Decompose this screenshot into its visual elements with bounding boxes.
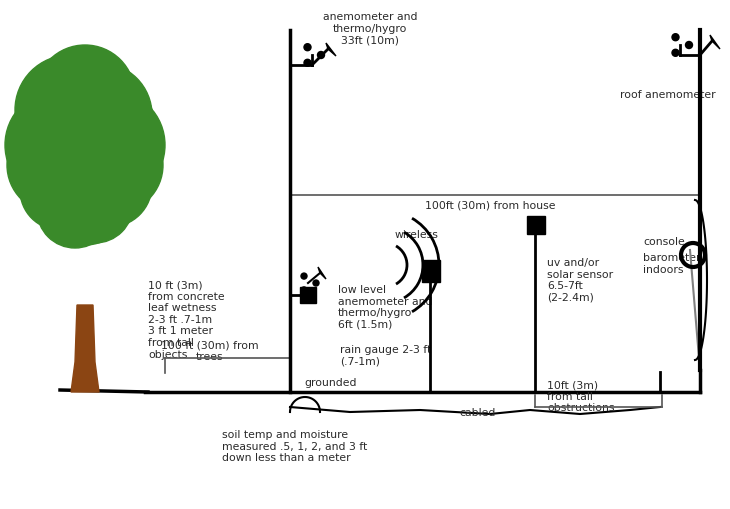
Circle shape bbox=[20, 150, 100, 230]
Polygon shape bbox=[710, 35, 720, 49]
Circle shape bbox=[304, 59, 311, 66]
Text: 10ft (3m)
from tall
obstructions: 10ft (3m) from tall obstructions bbox=[547, 380, 615, 413]
Circle shape bbox=[60, 85, 150, 175]
Circle shape bbox=[15, 55, 125, 165]
Text: cabled: cabled bbox=[460, 408, 496, 418]
Text: soil temp and moisture
measured .5, 1, 2, and 3 ft
down less than a meter: soil temp and moisture measured .5, 1, 2… bbox=[222, 430, 367, 463]
Circle shape bbox=[15, 60, 155, 200]
Circle shape bbox=[5, 90, 115, 200]
Circle shape bbox=[38, 128, 142, 232]
Circle shape bbox=[304, 44, 311, 51]
Circle shape bbox=[685, 42, 693, 48]
Polygon shape bbox=[318, 267, 326, 279]
Text: low level
anemometer and
thermo/hygro
6ft (1.5m): low level anemometer and thermo/hygro 6f… bbox=[338, 285, 432, 330]
Circle shape bbox=[10, 95, 140, 225]
Text: uv and/or
solar sensor
6.5-7ft
(2-2.4m): uv and/or solar sensor 6.5-7ft (2-2.4m) bbox=[547, 258, 613, 303]
Circle shape bbox=[55, 90, 165, 200]
Circle shape bbox=[318, 51, 325, 59]
Text: barometer
indoors: barometer indoors bbox=[643, 253, 701, 274]
Circle shape bbox=[37, 172, 113, 248]
Polygon shape bbox=[326, 43, 336, 56]
Circle shape bbox=[40, 155, 130, 245]
Circle shape bbox=[48, 63, 152, 167]
Text: grounded: grounded bbox=[304, 378, 356, 388]
Text: wireless: wireless bbox=[395, 230, 439, 240]
Circle shape bbox=[672, 34, 679, 41]
Circle shape bbox=[67, 117, 163, 213]
Circle shape bbox=[35, 45, 135, 145]
Circle shape bbox=[68, 143, 152, 227]
Circle shape bbox=[35, 95, 155, 215]
Bar bbox=[527, 216, 545, 234]
Circle shape bbox=[301, 273, 307, 279]
Text: roof anemometer: roof anemometer bbox=[620, 90, 715, 100]
Circle shape bbox=[7, 117, 103, 213]
Text: console: console bbox=[643, 237, 685, 247]
Text: 100ft (30m) from house: 100ft (30m) from house bbox=[425, 200, 556, 210]
Text: 10 ft (3m)
from concrete
leaf wetness
2-3 ft .7-1m
3 ft 1 meter
from tall
object: 10 ft (3m) from concrete leaf wetness 2-… bbox=[148, 280, 225, 359]
Circle shape bbox=[57, 167, 133, 243]
Text: anemometer and
thermo/hygro
33ft (10m): anemometer and thermo/hygro 33ft (10m) bbox=[323, 12, 418, 45]
Circle shape bbox=[25, 120, 135, 230]
Circle shape bbox=[301, 287, 307, 293]
Bar bbox=[300, 287, 316, 303]
Polygon shape bbox=[71, 305, 99, 392]
Circle shape bbox=[20, 75, 110, 165]
Bar bbox=[422, 260, 440, 282]
Circle shape bbox=[313, 280, 319, 286]
Circle shape bbox=[672, 49, 679, 56]
Text: rain gauge 2-3 ft
(.7-1m): rain gauge 2-3 ft (.7-1m) bbox=[340, 345, 431, 366]
Text: 100 ft (30m) from
trees: 100 ft (30m) from trees bbox=[161, 340, 259, 361]
